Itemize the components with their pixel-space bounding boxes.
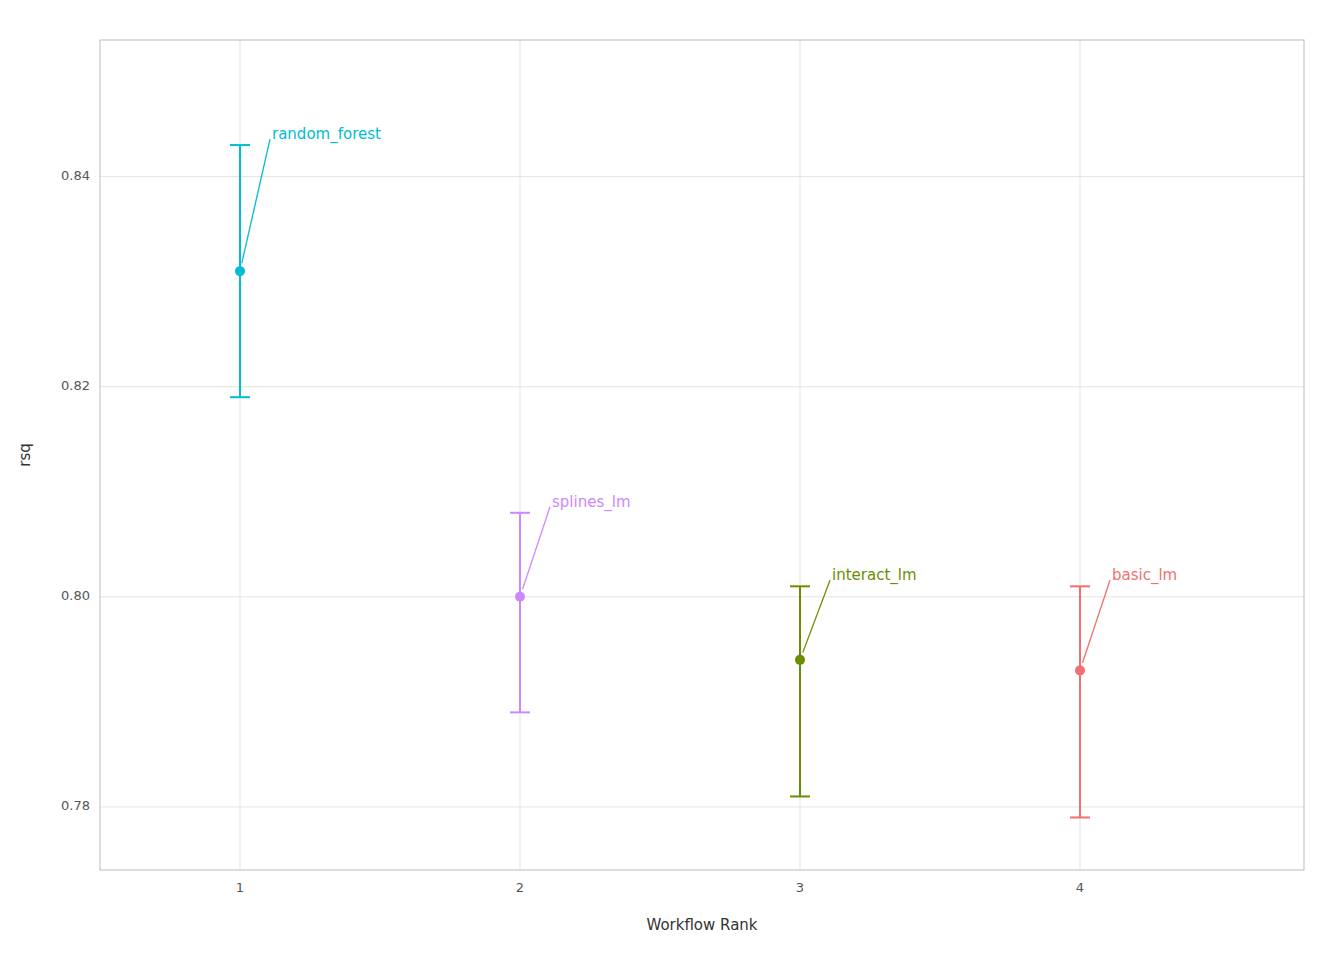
error-bar-group	[510, 513, 530, 713]
chart: 0.78 0.80 0.82 0.84 1 2 3 4 random_forestsplines…	[0, 0, 1344, 960]
error-bar-group	[230, 145, 250, 397]
x-axis-label: Workflow Rank	[646, 916, 757, 934]
x-tick-label: 3	[796, 880, 804, 895]
mean-point	[1075, 665, 1085, 675]
y-tick-label: 0.84	[61, 168, 90, 183]
error-cap-lower	[230, 396, 250, 398]
mean-point	[515, 592, 525, 602]
leader-line	[523, 507, 550, 589]
error-cap-upper	[230, 144, 250, 146]
grid-line	[100, 806, 1304, 807]
error-cap-lower	[790, 795, 810, 797]
point-label: basic_lm	[1112, 566, 1177, 585]
leader-line	[803, 580, 830, 652]
error-bar-group	[1070, 586, 1090, 817]
x-tick-label: 2	[516, 880, 524, 895]
error-bar-group	[790, 586, 810, 796]
x-tick-label: 1	[236, 880, 244, 895]
leader-line	[242, 139, 270, 263]
y-axis-label: rsq	[16, 443, 34, 467]
grid	[100, 40, 1304, 870]
y-tick-label: 0.78	[61, 798, 90, 813]
grid-line	[240, 40, 241, 870]
mean-point	[235, 266, 245, 276]
plot-frame	[100, 40, 1304, 870]
point-label: splines_lm	[552, 493, 631, 512]
point-label: interact_lm	[832, 566, 917, 585]
grid-line	[100, 386, 1304, 387]
error-bar	[799, 586, 801, 796]
grid-line	[1080, 40, 1081, 870]
annotations: random_forest splines_lm interact_lm basic_…	[242, 125, 1177, 663]
y-tick-label: 0.82	[61, 378, 90, 393]
mean-point	[795, 655, 805, 665]
grid-line	[100, 596, 1304, 597]
error-cap-lower	[1070, 816, 1090, 818]
error-cap-upper	[1070, 585, 1090, 587]
grid-line	[520, 40, 521, 870]
marks	[230, 145, 1090, 817]
error-bar	[519, 513, 521, 713]
point-label: random_forest	[272, 125, 381, 144]
tick-labels: 0.78 0.80 0.82 0.84 1 2 3 4	[61, 168, 1084, 895]
plot-area	[100, 40, 1304, 870]
y-tick-label: 0.80	[61, 588, 90, 603]
grid-line	[100, 176, 1304, 177]
leader-line	[1083, 580, 1110, 662]
x-tick-label: 4	[1076, 880, 1084, 895]
grid-line	[800, 40, 801, 870]
error-cap-lower	[510, 711, 530, 713]
error-bar	[1079, 586, 1081, 817]
error-cap-upper	[510, 512, 530, 514]
error-cap-upper	[790, 585, 810, 587]
